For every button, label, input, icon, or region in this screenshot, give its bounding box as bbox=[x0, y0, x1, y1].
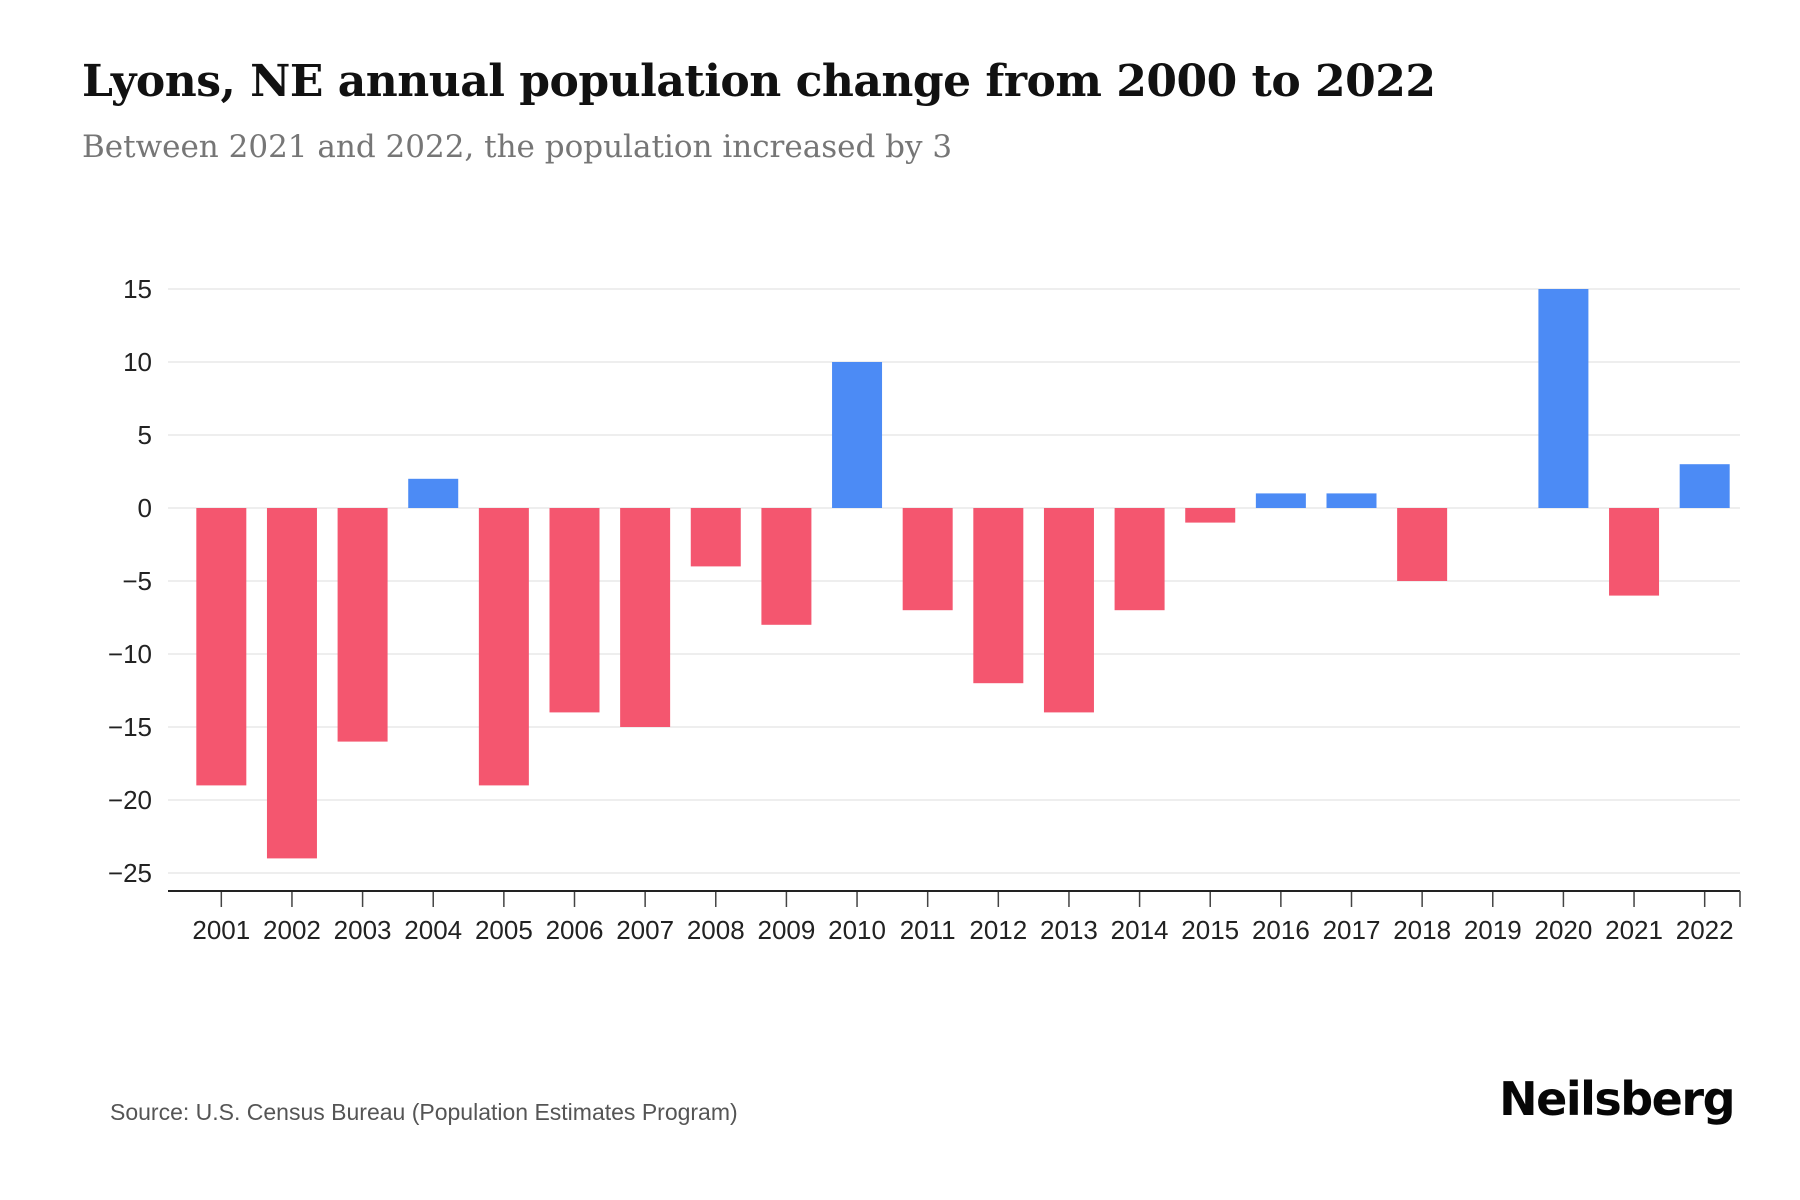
x-tick-label-2020: 2020 bbox=[1534, 915, 1592, 945]
x-tick-label-2008: 2008 bbox=[687, 915, 745, 945]
bar-2015 bbox=[1185, 507, 1236, 523]
bar-2011 bbox=[902, 507, 953, 610]
y-tick-label--15: −15 bbox=[108, 712, 152, 742]
bar-2009 bbox=[761, 507, 812, 625]
bar-2001 bbox=[196, 507, 247, 786]
x-tick-label-2017: 2017 bbox=[1323, 915, 1381, 945]
y-tick-label-15: 15 bbox=[123, 274, 152, 304]
y-tick-label--5: −5 bbox=[122, 566, 152, 596]
x-tick-label-2014: 2014 bbox=[1111, 915, 1169, 945]
bar-2012 bbox=[973, 507, 1024, 683]
x-tick-label-2001: 2001 bbox=[192, 915, 250, 945]
chart-footer: Source: U.S. Census Bureau (Population E… bbox=[110, 1072, 1735, 1126]
x-tick-label-2013: 2013 bbox=[1040, 915, 1098, 945]
x-tick-label-2021: 2021 bbox=[1605, 915, 1663, 945]
bar-2007 bbox=[620, 507, 671, 727]
x-tick-label-2019: 2019 bbox=[1464, 915, 1522, 945]
chart-header: Lyons, NE annual population change from … bbox=[0, 0, 1800, 165]
x-tick-label-2022: 2022 bbox=[1676, 915, 1734, 945]
population-bar-chart: 15 10 5 0 −5 −10 −15 −20 −25 2001 2002 2003 2004 2005… bbox=[108, 274, 1741, 945]
x-tick-label-2016: 2016 bbox=[1252, 915, 1310, 945]
bar-2017 bbox=[1326, 493, 1377, 508]
bar-2021 bbox=[1609, 507, 1660, 596]
chart-subtitle: Between 2021 and 2022, the population in… bbox=[82, 128, 953, 165]
x-tick-label-2007: 2007 bbox=[616, 915, 674, 945]
chart-area: 15 10 5 0 −5 −10 −15 −20 −25 2001 2002 2003 2004 2005… bbox=[0, 249, 1800, 954]
bar-2020 bbox=[1538, 288, 1589, 508]
chart-title: Lyons, NE annual population change from … bbox=[82, 56, 1436, 107]
bar-2003 bbox=[337, 507, 388, 742]
bar-2014 bbox=[1114, 507, 1165, 610]
y-tick-label-10: 10 bbox=[123, 347, 152, 377]
x-tick-label-2011: 2011 bbox=[900, 915, 956, 945]
source-attribution: Source: U.S. Census Bureau (Population E… bbox=[110, 1099, 738, 1125]
bar-2008 bbox=[690, 507, 741, 567]
bar-2010 bbox=[832, 361, 883, 508]
x-tick-label-2012: 2012 bbox=[969, 915, 1027, 945]
x-tick-label-2002: 2002 bbox=[263, 915, 321, 945]
x-tick-label-2010: 2010 bbox=[828, 915, 886, 945]
bar-2005 bbox=[478, 507, 529, 786]
x-tick-label-2009: 2009 bbox=[757, 915, 815, 945]
y-tick-label-0: 0 bbox=[138, 493, 152, 523]
bar-2004 bbox=[408, 478, 459, 508]
y-tick-label--10: −10 bbox=[108, 639, 152, 669]
bar-2016 bbox=[1255, 493, 1306, 508]
bar-2013 bbox=[1043, 507, 1094, 713]
y-tick-label-5: 5 bbox=[138, 420, 152, 450]
y-tick-label--20: −20 bbox=[108, 785, 152, 815]
x-tick-label-2003: 2003 bbox=[334, 915, 392, 945]
bar-2022 bbox=[1679, 463, 1730, 508]
neilsberg-logo: Neilsberg bbox=[1499, 1072, 1735, 1126]
x-tick-label-2006: 2006 bbox=[546, 915, 604, 945]
x-tick-label-2018: 2018 bbox=[1393, 915, 1451, 945]
x-tick-label-2015: 2015 bbox=[1181, 915, 1239, 945]
y-tick-label--25: −25 bbox=[108, 858, 152, 888]
x-tick-label-2005: 2005 bbox=[475, 915, 533, 945]
bar-2018 bbox=[1397, 507, 1448, 581]
bar-2002 bbox=[266, 507, 317, 859]
x-tick-label-2004: 2004 bbox=[404, 915, 462, 945]
bar-2006 bbox=[549, 507, 600, 713]
